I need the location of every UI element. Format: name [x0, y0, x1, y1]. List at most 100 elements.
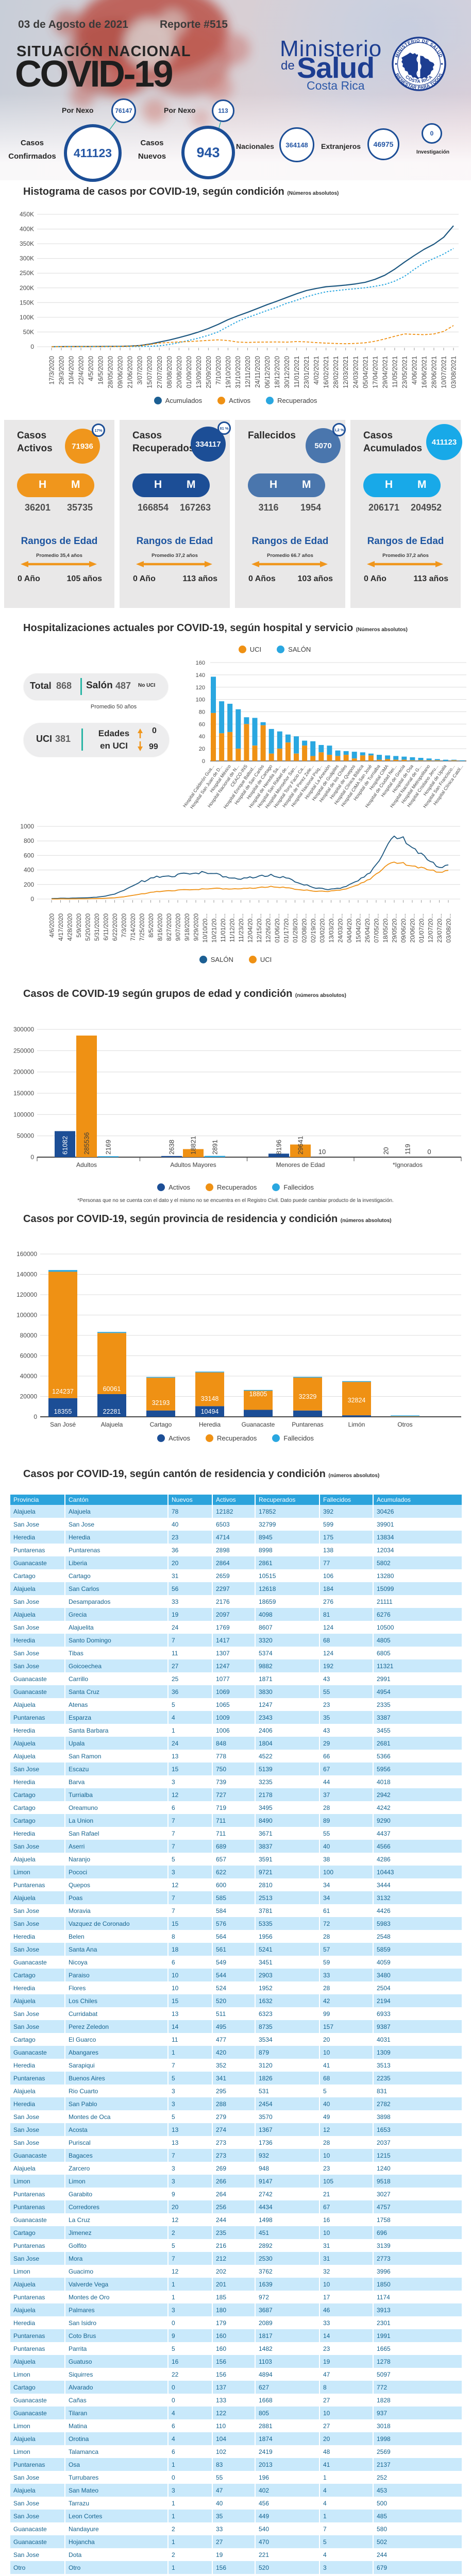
svg-text:01/09/2020: 01/09/2020 — [186, 356, 193, 388]
svg-text:29/04/2021: 29/04/2021 — [381, 356, 389, 388]
svg-text:2891: 2891 — [211, 1140, 219, 1155]
svg-text:80000: 80000 — [20, 1332, 38, 1339]
svg-text:120000: 120000 — [16, 1291, 37, 1298]
svg-text:24/03/2021: 24/03/2021 — [352, 356, 359, 388]
svg-text:32824: 32824 — [348, 1397, 366, 1404]
svg-text:10/21/20...: 10/21/20... — [211, 913, 218, 943]
svg-text:10494: 10494 — [201, 1408, 219, 1415]
svg-text:Puntarenas: Puntarenas — [292, 1421, 323, 1428]
svg-text:Heredia: Heredia — [199, 1421, 221, 1428]
svg-text:Adultos: Adultos — [76, 1161, 97, 1168]
svg-text:8196: 8196 — [275, 1140, 283, 1155]
svg-text:7/10/2020: 7/10/2020 — [215, 356, 222, 385]
svg-text:200000: 200000 — [13, 1069, 34, 1076]
svg-text:13/09/2020: 13/09/2020 — [195, 356, 203, 388]
svg-text:60: 60 — [199, 721, 205, 727]
svg-text:20/08/2020: 20/08/2020 — [176, 356, 183, 388]
svg-text:0: 0 — [30, 1154, 34, 1161]
svg-text:160: 160 — [196, 660, 205, 666]
svg-text:28/06/2021: 28/06/2021 — [431, 356, 438, 388]
svg-text:32193: 32193 — [152, 1399, 170, 1406]
svg-text:300K: 300K — [20, 255, 34, 262]
svg-text:23/05/2021: 23/05/2021 — [401, 356, 408, 388]
svg-text:600: 600 — [24, 852, 34, 859]
svg-text:15/04/20...: 15/04/20... — [355, 913, 362, 943]
svg-text:15/07/2020: 15/07/2020 — [146, 356, 154, 388]
svg-text:120: 120 — [196, 685, 205, 691]
svg-text:06/12/2020: 06/12/2020 — [264, 356, 271, 388]
svg-text:01/06/20...: 01/06/20... — [274, 913, 281, 943]
svg-text:0: 0 — [33, 1413, 37, 1420]
svg-text:250K: 250K — [20, 269, 34, 277]
svg-text:160000: 160000 — [16, 1250, 37, 1258]
svg-text:1000: 1000 — [20, 823, 34, 830]
svg-text:25/09/2020: 25/09/2020 — [205, 356, 212, 388]
svg-text:100000: 100000 — [16, 1312, 37, 1319]
svg-text:28/05/2020: 28/05/2020 — [107, 356, 114, 388]
svg-text:0: 0 — [30, 343, 34, 350]
svg-text:12/04/20...: 12/04/20... — [247, 913, 254, 943]
svg-text:Cartago: Cartago — [150, 1421, 172, 1428]
svg-text:13/03/20...: 13/03/20... — [328, 913, 335, 943]
svg-text:18355: 18355 — [54, 1408, 72, 1415]
svg-text:17/04/2021: 17/04/2021 — [372, 356, 379, 388]
svg-text:29/05/20...: 29/05/20... — [391, 913, 398, 943]
svg-text:8/16/2020: 8/16/2020 — [157, 913, 164, 941]
svg-text:80: 80 — [199, 709, 205, 716]
svg-text:*Ignorados: *Ignorados — [393, 1161, 423, 1168]
svg-text:10: 10 — [318, 1148, 326, 1156]
svg-text:12/03/2021: 12/03/2021 — [342, 356, 349, 388]
svg-text:29641: 29641 — [297, 1136, 305, 1155]
svg-text:01/17/20...: 01/17/20... — [283, 913, 290, 943]
svg-text:200: 200 — [24, 881, 34, 888]
svg-text:20: 20 — [199, 746, 205, 752]
svg-text:22/4/2020: 22/4/2020 — [78, 356, 85, 385]
svg-text:50000: 50000 — [17, 1132, 35, 1140]
svg-text:10/10/20...: 10/10/20... — [201, 913, 209, 943]
svg-text:0: 0 — [30, 895, 34, 903]
svg-text:11/05/2021: 11/05/2021 — [391, 356, 398, 388]
svg-text:20000: 20000 — [20, 1393, 38, 1400]
svg-text:10/4/2020: 10/4/2020 — [68, 356, 75, 385]
svg-text:285536: 285536 — [83, 1132, 91, 1155]
svg-text:0: 0 — [427, 1148, 431, 1156]
svg-text:24/11/2020: 24/11/2020 — [254, 356, 261, 388]
svg-text:5/9/2020: 5/9/2020 — [75, 913, 82, 938]
svg-text:23/01/2021: 23/01/2021 — [303, 356, 310, 388]
svg-text:300000: 300000 — [13, 1026, 34, 1033]
svg-text:400: 400 — [24, 867, 34, 874]
svg-text:11/01/20...: 11/01/20... — [220, 913, 227, 942]
svg-text:2169: 2169 — [105, 1140, 112, 1155]
svg-text:01/07/20...: 01/07/20... — [418, 913, 425, 943]
svg-text:10/07/2021: 10/07/2021 — [441, 356, 448, 388]
svg-text:16/06/2021: 16/06/2021 — [420, 356, 428, 388]
svg-text:50K: 50K — [23, 328, 34, 335]
svg-text:11/23/20...: 11/23/20... — [238, 913, 245, 942]
svg-text:16/02/2021: 16/02/2021 — [323, 356, 330, 388]
svg-text:San José: San José — [50, 1421, 76, 1428]
svg-text:17/3/2020: 17/3/2020 — [48, 356, 56, 385]
svg-text:03/08/2021: 03/08/2021 — [450, 356, 458, 388]
svg-text:4/02/2021: 4/02/2021 — [313, 356, 320, 385]
svg-text:30/12/2020: 30/12/2020 — [283, 356, 291, 388]
svg-text:40: 40 — [199, 734, 205, 740]
svg-text:3/07/2020: 3/07/2020 — [137, 356, 144, 385]
svg-text:16/5/2020: 16/5/2020 — [97, 356, 105, 385]
svg-text:Menores de Edad: Menores de Edad — [276, 1161, 325, 1168]
svg-text:150K: 150K — [20, 299, 34, 306]
svg-text:Otros: Otros — [397, 1421, 412, 1428]
svg-text:21/06/2020: 21/06/2020 — [127, 356, 134, 388]
svg-text:9/18/2020: 9/18/2020 — [183, 913, 191, 941]
svg-text:09/06/2020: 09/06/2020 — [117, 356, 124, 388]
svg-text:02/08/20...: 02/08/20... — [301, 913, 308, 943]
svg-text:100K: 100K — [20, 314, 34, 321]
svg-text:60061: 60061 — [103, 1385, 121, 1393]
svg-text:12/15/20...: 12/15/20... — [256, 913, 263, 943]
svg-text:33148: 33148 — [201, 1395, 219, 1402]
svg-text:20/06/20...: 20/06/20... — [409, 913, 416, 943]
svg-text:11/12/20...: 11/12/20... — [229, 913, 236, 942]
svg-text:24/03/20...: 24/03/20... — [337, 913, 344, 943]
svg-text:07/05/20...: 07/05/20... — [373, 913, 380, 943]
svg-text:09/06/20...: 09/06/20... — [400, 913, 407, 943]
svg-text:124237: 124237 — [52, 1388, 74, 1395]
